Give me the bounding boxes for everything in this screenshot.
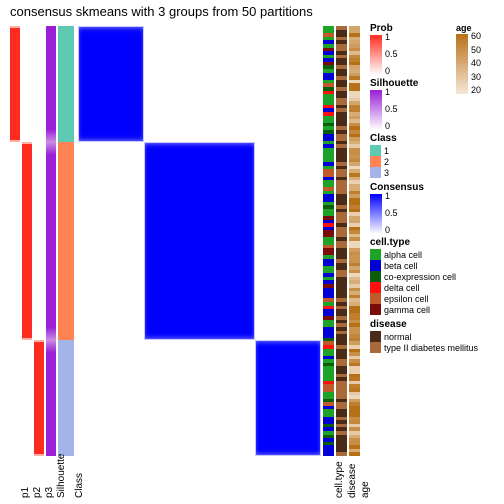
legend-title-cell.type: cell.type [370, 237, 500, 248]
legend-swatch [370, 342, 381, 353]
legend-swatch [370, 167, 381, 178]
legend-label: 1 [384, 146, 389, 156]
xlabel-p1: p1 [20, 487, 31, 498]
legend-label: 3 [384, 168, 389, 178]
legend-label: alpha cell [384, 250, 422, 260]
legend-grad-Consensus [370, 194, 382, 234]
legend-swatch [370, 331, 381, 342]
legend-swatch [370, 293, 381, 304]
ann-p2 [22, 26, 32, 456]
ann-p1 [10, 26, 20, 456]
xlabel-p3: p3 [44, 487, 55, 498]
legend-swatch [370, 282, 381, 293]
ann-Class [58, 26, 74, 456]
legend-grad-Prob [370, 35, 382, 75]
legend-label: 2 [384, 157, 389, 167]
chart-title: consensus skmeans with 3 groups from 50 … [10, 4, 313, 19]
legend-title-disease: disease [370, 319, 500, 330]
legend-label: type II diabetes mellitus [384, 343, 478, 353]
ann-Silhouette [46, 26, 56, 456]
legend-grad-Silhouette [370, 90, 382, 130]
legend-title-Class: Class [370, 133, 500, 144]
legend-label: delta cell [384, 283, 420, 293]
legend-swatch [370, 156, 381, 167]
legend-swatch [370, 260, 381, 271]
ann-cell.type [323, 26, 334, 456]
consensus-matrix [78, 26, 321, 456]
legend-label: beta cell [384, 261, 418, 271]
xlabel-cell.type: cell.type [334, 461, 345, 498]
legend-label: epsilon cell [384, 294, 429, 304]
age-legend: age2030405060 [456, 22, 500, 94]
xlabel-p2: p2 [32, 487, 43, 498]
legend-label: normal [384, 332, 412, 342]
legend-label: gamma cell [384, 305, 430, 315]
heatmap-area [10, 26, 362, 456]
ann-disease [336, 26, 347, 456]
legend-label: co-expression cell [384, 272, 456, 282]
legend-swatch [370, 304, 381, 315]
xlabel-age: age [360, 481, 371, 498]
legend-swatch [370, 145, 381, 156]
legend-swatch [370, 271, 381, 282]
legend-swatch [370, 249, 381, 260]
xlabel-Silhouette: Silhouette [56, 454, 67, 498]
xlabel-disease: disease [347, 464, 358, 498]
x-axis-labels: p1p2p3SilhouetteClasscell.typediseaseage [10, 458, 362, 500]
xlabel-Class: Class [74, 473, 85, 498]
ann-p3 [34, 26, 44, 456]
ann-age [349, 26, 360, 456]
